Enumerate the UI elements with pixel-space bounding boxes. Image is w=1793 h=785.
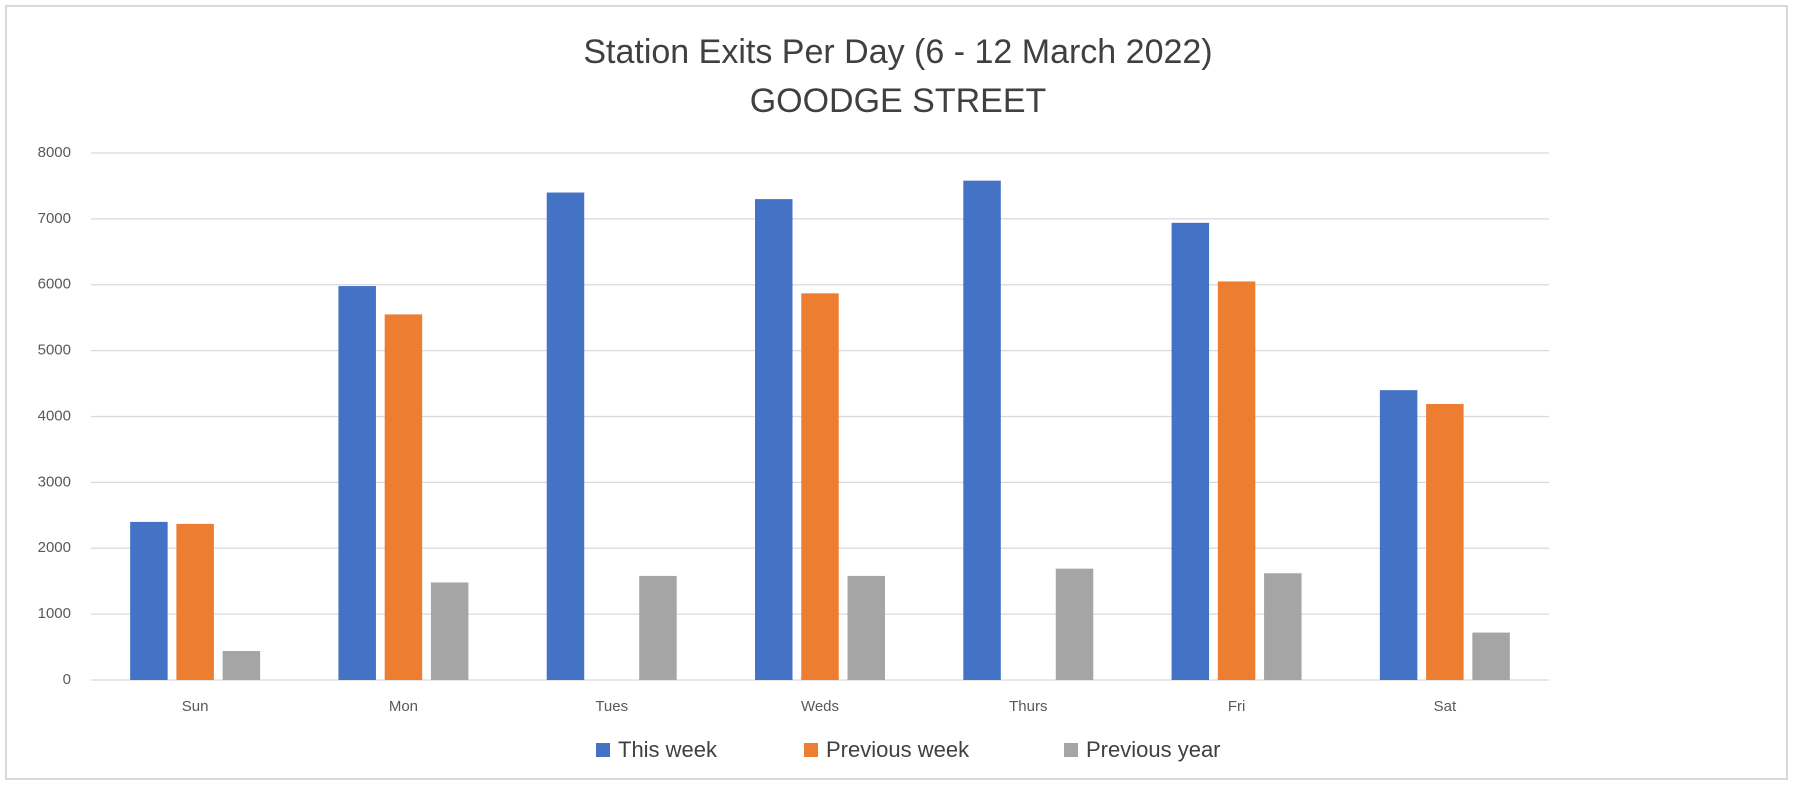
legend-swatch [804,743,818,757]
bar [546,192,585,680]
y-tick-label: 3000 [38,473,71,490]
bar [130,521,168,680]
bar [384,314,423,680]
legend-label: This week [618,737,718,762]
chart-title: Station Exits Per Day (6 - 12 March 2022… [583,33,1212,71]
x-tick-label: Sun [182,698,209,715]
chart-subtitle: GOODGE STREET [750,82,1047,120]
y-tick-label: 1000 [38,605,71,622]
bar [1264,573,1302,680]
legend-swatch [596,743,610,757]
y-tick-label: 2000 [38,539,71,556]
x-tick-label: Thurs [1009,698,1047,715]
x-tick-label: Tues [595,698,628,715]
bar [1217,281,1256,680]
bar [801,293,839,680]
bar [1379,390,1418,680]
bar [1426,403,1464,680]
bar [1171,222,1210,680]
x-tick-label: Mon [389,698,418,715]
bar [338,286,376,680]
bar [963,180,1001,681]
y-tick-label: 5000 [38,342,71,359]
bar [430,582,469,680]
x-tick-label: Sat [1434,698,1457,715]
bar [847,575,885,680]
x-tick-label: Fri [1228,698,1246,715]
bar [176,523,214,680]
chart-frame [5,5,1788,780]
y-tick-label: 7000 [38,210,71,227]
x-tick-label: Weds [801,698,839,715]
legend-label: Previous week [826,737,970,762]
y-tick-label: 4000 [38,407,71,424]
bar [1055,568,1094,680]
legend-swatch [1064,743,1078,757]
bar [755,199,793,681]
y-tick-label: 6000 [38,276,71,293]
y-tick-label: 0 [63,671,71,688]
y-tick-label: 8000 [38,144,71,161]
bar [639,575,677,680]
bar [1472,632,1510,680]
bar [222,651,261,680]
legend-label: Previous year [1086,737,1221,762]
